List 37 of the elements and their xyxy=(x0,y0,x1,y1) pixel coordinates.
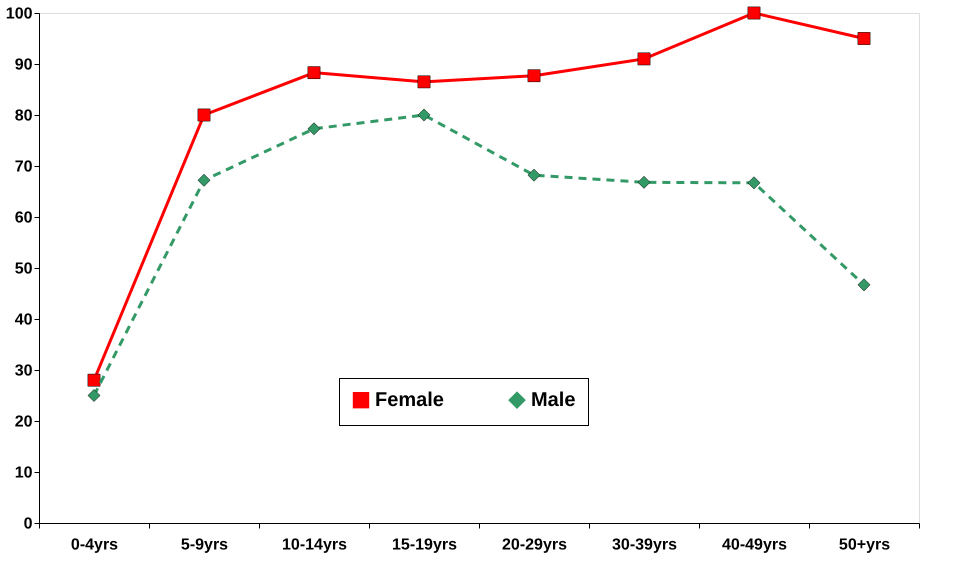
y-tick-label: 60 xyxy=(14,210,33,226)
point xyxy=(308,66,320,80)
x-tick-label: 10-14yrs xyxy=(282,536,348,554)
point xyxy=(88,374,100,387)
point xyxy=(748,176,760,190)
y-tick-label: 10 xyxy=(14,464,33,482)
point xyxy=(638,176,650,189)
point xyxy=(858,278,870,292)
y-tick-label: 80 xyxy=(14,108,33,124)
y-tick-label: 0 xyxy=(24,516,33,532)
point xyxy=(858,32,870,45)
x-tick-label: 50+yrs xyxy=(838,536,890,554)
y-tick-label: 20 xyxy=(14,414,33,430)
x-tick-label: 0-4yrs xyxy=(70,536,118,554)
point xyxy=(418,108,430,122)
legend-label: Female xyxy=(375,389,444,412)
point xyxy=(308,122,320,136)
point xyxy=(748,6,760,20)
x-tick-label: 20-29yrs xyxy=(502,536,568,554)
y-tick-label: 40 xyxy=(14,312,33,328)
point xyxy=(198,174,210,187)
point xyxy=(418,75,430,88)
point xyxy=(528,69,540,82)
x-tick-label: 40-49yrs xyxy=(722,536,788,554)
point xyxy=(528,168,540,182)
x-tick-label: 15-19yrs xyxy=(392,536,458,554)
legend-label: Male xyxy=(531,389,576,412)
y-tick-label: 70 xyxy=(14,158,33,176)
y-tick-label: 50 xyxy=(14,260,33,278)
point xyxy=(198,108,210,122)
y-tick-label: 90 xyxy=(14,56,33,74)
x-tick-label: 30-39yrs xyxy=(612,536,678,554)
point xyxy=(88,389,100,402)
y-tick-label: 30 xyxy=(14,362,33,380)
x-tick-label: 5-9yrs xyxy=(180,536,228,554)
point xyxy=(638,52,650,66)
y-tick-label: 100 xyxy=(6,6,33,22)
